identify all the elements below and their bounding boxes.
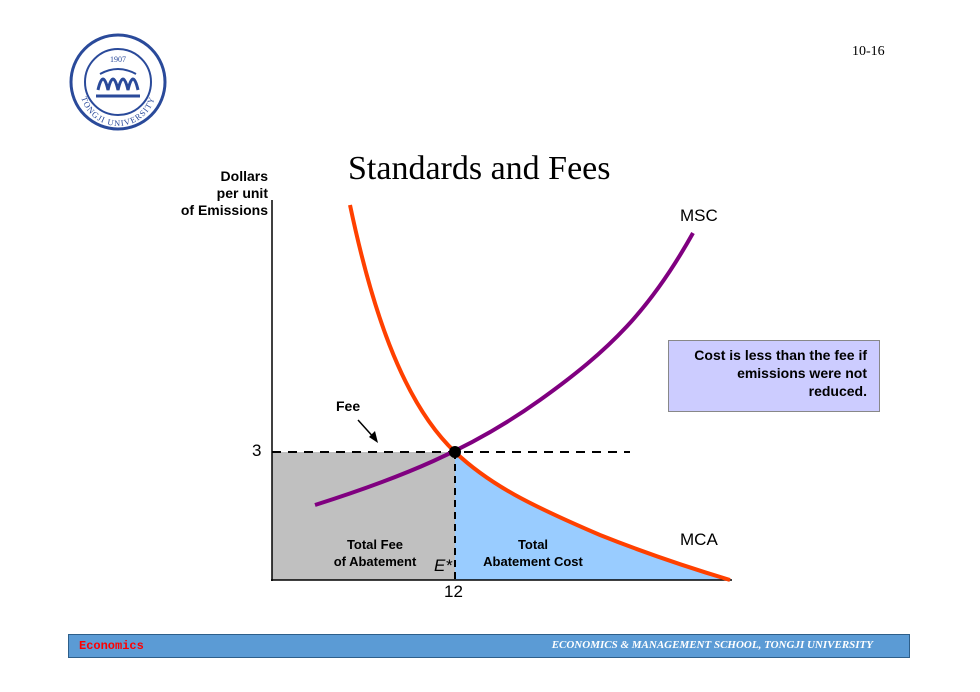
tongji-university-seal-icon: 1907 TONGJI UNIVERSITY [69,33,167,131]
slide-title: Standards and Fees [348,150,611,187]
mca-label: MCA [680,530,718,549]
x-tick-label: 12 [444,582,463,601]
total-abatement-cost-label-line: Abatement Cost [483,554,583,569]
msc-label: MSC [680,206,718,225]
footer-school-label: ECONOMICS & MANAGEMENT SCHOOL, TONGJI UN… [551,639,873,651]
y-axis-label: Dollars per unit of Emissions [150,168,268,219]
total-fee-region [272,452,455,580]
equilibrium-label: E* [434,556,452,575]
logo-year: 1907 [110,55,126,64]
y-axis-label-line: of Emissions [180,202,268,218]
footer-bar: Economics ECONOMICS & MANAGEMENT SCHOOL,… [68,634,910,658]
page-number: 10-16 [852,44,885,59]
total-abatement-cost-region [455,452,730,580]
y-tick-label: 3 [252,441,262,460]
fee-arrowhead [369,431,378,443]
total-abatement-cost-label: Total Abatement Cost [468,536,598,570]
total-fee-region-label-line: Total Fee [346,537,404,552]
total-abatement-cost-label-line: Total [517,537,549,552]
footer-course-label: Economics [79,639,144,653]
fee-label: Fee [336,398,361,414]
y-axis-label-line: per unit [216,185,268,201]
y-axis-label-line: Dollars [220,168,268,184]
equilibrium-point [449,446,461,458]
msc-curve [314,232,695,507]
total-fee-region-label: Total Fee of Abatement [320,536,430,570]
callout-box: Cost is less than the fee if emissions w… [668,340,880,412]
total-fee-region-label-line: of Abatement [333,554,417,569]
mca-curve [348,204,731,582]
